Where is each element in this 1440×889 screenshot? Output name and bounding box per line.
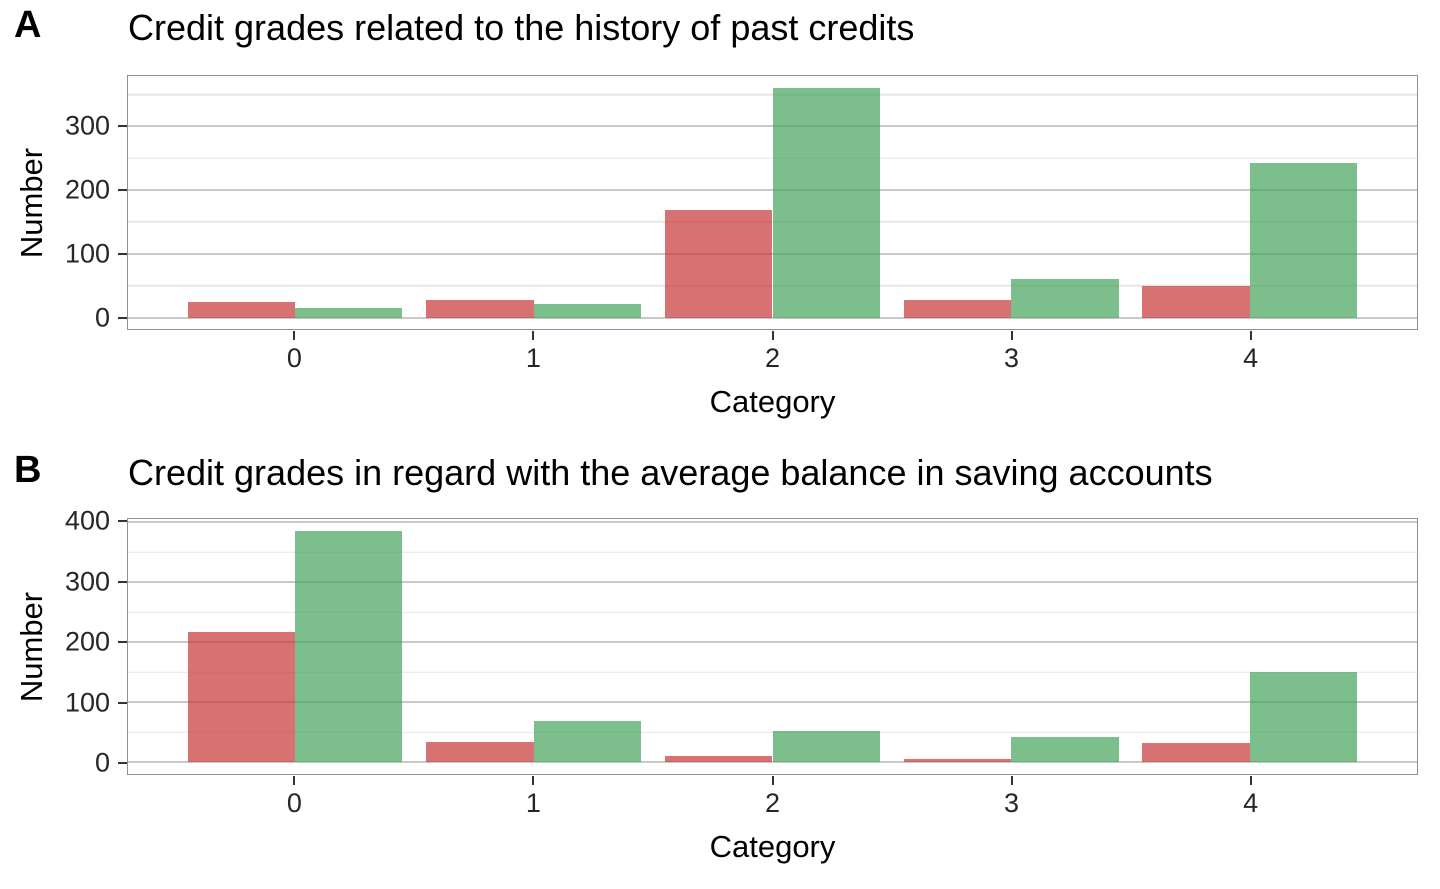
x-tick-mark [1010, 331, 1013, 340]
panel-a-y-axis: 0 100 200 300 [0, 75, 127, 333]
gridline-major-0 [128, 316, 1417, 319]
panel-a-x-axis: 0 1 2 3 4 [127, 330, 1418, 378]
bar-green-cat0 [295, 307, 403, 318]
panel-a-title: Credit grades related to the history of … [128, 7, 915, 48]
gridline-major-300 [128, 581, 1417, 584]
gridline-major-100 [128, 701, 1417, 704]
x-tick-label: 2 [764, 343, 781, 373]
bar-green-cat1 [533, 304, 642, 318]
x-tick-label: 3 [1004, 788, 1020, 818]
y-tick-mark [118, 762, 127, 765]
x-tick-mark [771, 776, 774, 785]
x-tick-label: 1 [525, 343, 541, 373]
gridline-major-200 [128, 641, 1417, 644]
x-tick-mark [1249, 776, 1252, 785]
y-tick-mark [118, 520, 127, 523]
panel-b-label: B [14, 449, 42, 491]
bar-green-cat3 [1011, 279, 1119, 318]
bar-red-cat0 [187, 301, 296, 318]
y-tick-mark [118, 253, 127, 256]
x-tick-label: 2 [764, 788, 781, 818]
panel-b-title: Credit grades in regard with the average… [128, 452, 1213, 493]
bar-red-cat1 [426, 299, 534, 318]
y-tick-mark [118, 580, 127, 583]
bar-green-cat2 [772, 731, 880, 763]
y-tick-mark [118, 641, 127, 644]
bar-green-cat4 [1249, 162, 1358, 318]
y-tick-label: 300 [64, 110, 110, 141]
y-tick-label: 0 [94, 302, 110, 333]
x-tick-mark [532, 776, 535, 785]
x-tick-label: 0 [286, 788, 302, 818]
y-tick-label: 100 [64, 687, 110, 718]
gridline-major-0 [128, 761, 1417, 764]
y-tick-label: 200 [64, 626, 110, 657]
panel-a-plot-area [127, 75, 1418, 330]
y-tick-mark [118, 188, 127, 191]
bar-green-cat1 [533, 720, 642, 763]
bar-red-cat4 [1142, 285, 1250, 318]
y-tick-mark [118, 317, 127, 320]
x-tick-label: 1 [525, 788, 541, 818]
bar-green-cat2 [772, 87, 880, 318]
x-tick-label: 0 [286, 343, 302, 373]
x-tick-label: 3 [1004, 343, 1020, 373]
x-tick-label: 4 [1243, 343, 1259, 373]
bar-green-cat4 [1249, 671, 1358, 763]
bar-red-cat1 [426, 742, 534, 763]
x-tick-mark [532, 331, 535, 340]
x-tick-mark [293, 331, 296, 340]
y-tick-label: 100 [64, 238, 110, 269]
x-tick-label: 4 [1243, 788, 1259, 818]
y-tick-label: 400 [64, 505, 110, 536]
panel-a-x-axis-label: Category [709, 384, 836, 419]
panel-a: A Credit grades related to the history o… [0, 4, 1418, 419]
bar-green-cat3 [1011, 737, 1119, 763]
bar-green-cat0 [295, 530, 403, 763]
panel-b-y-axis: 0 100 200 300 400 [0, 507, 127, 778]
x-tick-mark [771, 331, 774, 340]
gridline-minor-350 [128, 551, 1417, 553]
y-tick-mark [118, 701, 127, 704]
x-tick-mark [1249, 331, 1252, 340]
panel-b-x-axis-label: Category [709, 829, 836, 864]
x-tick-mark [293, 776, 296, 785]
panel-a-label: A [14, 4, 42, 46]
bar-red-cat0 [187, 632, 296, 763]
gridline-minor-150 [128, 671, 1417, 674]
panel-b: B Credit grades in regard with the avera… [0, 445, 1440, 889]
y-tick-label: 200 [64, 174, 110, 205]
y-tick-label: 300 [64, 566, 110, 597]
x-tick-mark [1010, 776, 1013, 785]
panel-b-plot-area [127, 518, 1418, 775]
bar-red-cat3 [903, 758, 1012, 763]
bar-red-cat2 [665, 755, 773, 763]
bar-red-cat4 [1142, 743, 1250, 763]
bar-red-cat2 [665, 209, 773, 318]
y-tick-mark [118, 124, 127, 127]
panel-b-x-axis: 0 1 2 3 4 [127, 775, 1418, 823]
gridline-major-400 [128, 521, 1417, 524]
gridline-minor-250 [128, 611, 1417, 614]
bar-red-cat3 [903, 299, 1012, 318]
y-tick-label: 0 [94, 747, 110, 778]
